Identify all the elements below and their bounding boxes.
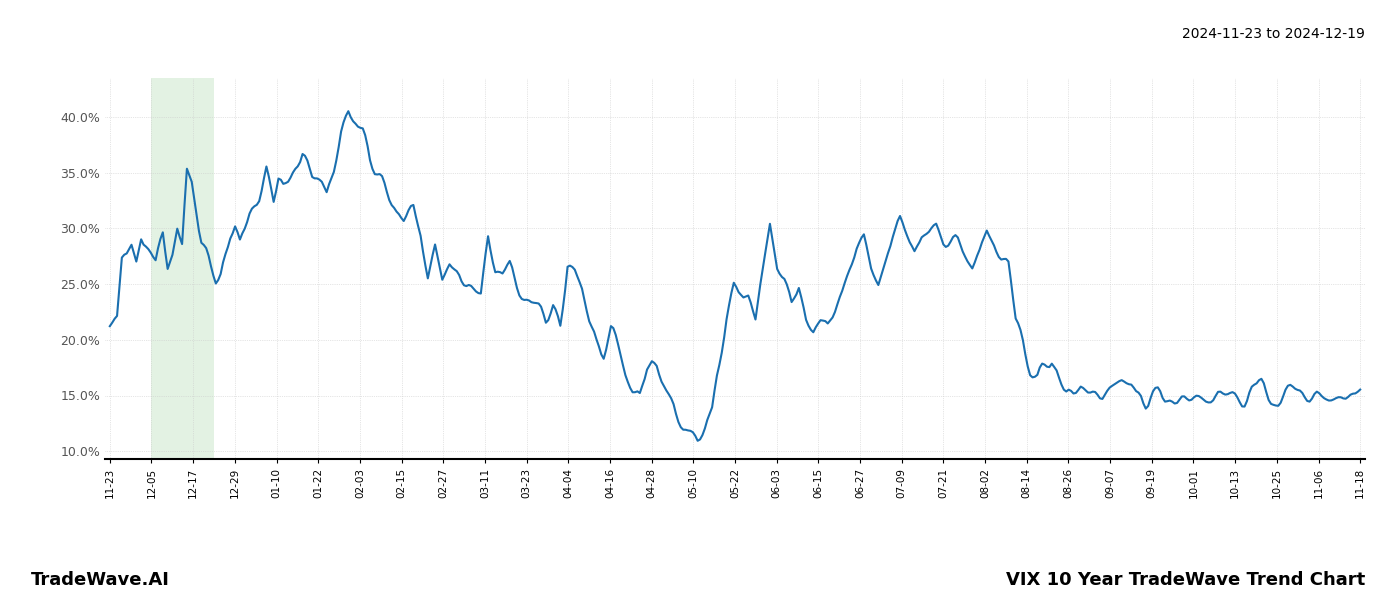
Text: TradeWave.AI: TradeWave.AI [31, 571, 169, 589]
Text: VIX 10 Year TradeWave Trend Chart: VIX 10 Year TradeWave Trend Chart [1005, 571, 1365, 589]
Text: 2024-11-23 to 2024-12-19: 2024-11-23 to 2024-12-19 [1182, 27, 1365, 41]
Bar [151, 78, 214, 459]
